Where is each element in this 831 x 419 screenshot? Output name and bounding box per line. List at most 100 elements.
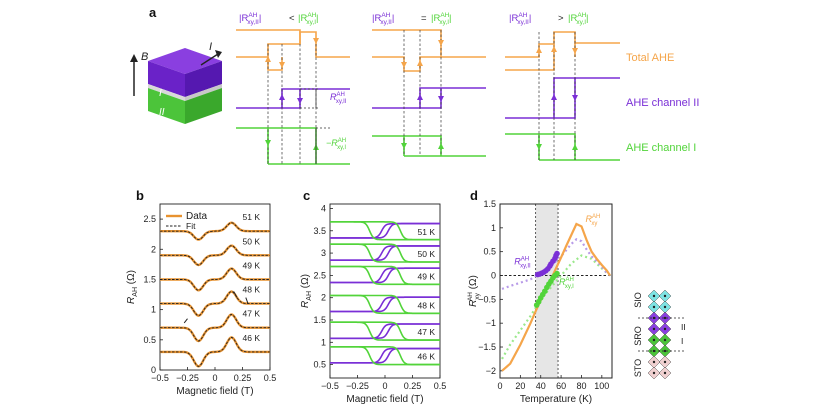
pc-temp-label: 51 K xyxy=(418,227,436,237)
label-total-ahe: Total AHE xyxy=(626,52,674,64)
pc-ch2-down-2 xyxy=(330,267,440,284)
pc-temp-label: 50 K xyxy=(418,249,436,259)
pc-ch1-down-4 xyxy=(330,321,440,341)
pb-arrow1 xyxy=(233,291,238,298)
c3-arr6-icon xyxy=(536,144,542,150)
pd-stack-dot xyxy=(663,305,667,309)
current-label: I xyxy=(209,41,212,53)
c3-arr7-icon xyxy=(572,144,578,150)
pd-stack-dot xyxy=(663,349,667,353)
pc-xtick-label: 0.5 xyxy=(434,381,447,391)
pd-ytick-label: 0.5 xyxy=(483,247,496,257)
pb-legend-fit: Fit xyxy=(186,221,196,231)
pd-ytick-label: 0 xyxy=(491,271,496,281)
panel-c-chart: −0.5 −0.25 0 0.25 0.5 0.5 1 1.5 2 2.5 3 3.5 4 Magneti… xyxy=(300,203,446,405)
spacer-right xyxy=(185,84,222,101)
pb-arrow3 xyxy=(183,318,188,324)
c3-arr4-icon xyxy=(551,94,557,100)
c2-arr1-icon xyxy=(401,62,407,68)
panel-label-d: d xyxy=(470,188,478,203)
pd-stack-dot xyxy=(652,327,656,331)
case3-left: |RAH xy,II| xyxy=(509,12,531,26)
pd-stack-mark-I: I xyxy=(681,336,683,346)
pd-stack-dot xyxy=(652,305,656,309)
annot-rI: −RAH xy,I xyxy=(326,138,346,151)
pb-temp-label: 50 K xyxy=(243,236,261,246)
pc-ylabel: RAH (Ω) xyxy=(300,274,313,308)
pd-label-ch1: RAH xy,I xyxy=(559,277,574,290)
pc-xtick-label: 0 xyxy=(382,381,387,391)
pc-xtick-label: −0.5 xyxy=(321,381,339,391)
pb-fit-0 xyxy=(160,222,270,241)
case1-rel: < xyxy=(289,13,295,24)
pd-ch1-point xyxy=(554,270,560,277)
case1-total-top xyxy=(236,29,301,44)
c1-arr5-icon xyxy=(297,98,303,104)
pc-ch2-down-3 xyxy=(330,296,440,313)
pc-ch2-down-0 xyxy=(330,222,440,239)
panel-b-chart: −0.5 −0.25 0 0.25 0.5 0 0.5 1 1.5 2 2.5 Magnetic fi… xyxy=(126,203,277,397)
case3-purple xyxy=(505,77,620,119)
layer-II-label: II xyxy=(159,107,165,118)
panel-label-a: a xyxy=(149,5,157,20)
pb-temp-label: 51 K xyxy=(243,212,261,222)
case-header-1: |RAH xy,II| < |RAH xy,I| xyxy=(239,12,318,26)
pd-xlabel: Temperature (K) xyxy=(520,394,592,405)
pc-temp-label: 49 K xyxy=(418,271,436,281)
panel-label-c: c xyxy=(303,188,310,203)
hysteresis-schematics xyxy=(236,29,620,165)
green-left xyxy=(148,88,185,124)
pb-xtick-label: −0.5 xyxy=(151,373,169,383)
pd-ch2-point xyxy=(554,250,560,257)
pb-xtick-label: 0 xyxy=(212,373,217,383)
pb-fit-5 xyxy=(160,336,270,367)
pb-xtick-label: 0.5 xyxy=(264,373,277,383)
pd-ytick-label: 1 xyxy=(491,223,496,233)
pb-temp-label: 49 K xyxy=(243,260,261,270)
c2-arr4-icon xyxy=(417,94,423,100)
case-header-2: |RAH xy,II| = |RAH xy,I| xyxy=(372,12,451,26)
case1-total xyxy=(236,31,350,58)
case2-green xyxy=(372,135,486,157)
c1-arr3-icon xyxy=(313,38,319,44)
pc-ytick-label: 2 xyxy=(321,293,326,303)
pc-ytick-label: 3.5 xyxy=(313,226,326,236)
pc-temp-label: 48 K xyxy=(418,300,436,310)
pd-ytick-label: −1 xyxy=(486,318,496,328)
pb-xtick-label: −0.25 xyxy=(176,373,199,383)
case3-rel: > xyxy=(558,13,564,24)
pb-legend-data: Data xyxy=(186,211,208,222)
pc-ytick-label: 0.5 xyxy=(313,360,326,370)
layer-stack-illustration: B I II I xyxy=(130,41,222,124)
current-arrow-head-icon xyxy=(215,50,222,58)
pc-ytick-label: 3 xyxy=(321,248,326,258)
pd-ytick-label: 1.5 xyxy=(483,199,496,209)
annot-rII: RAH xy,II xyxy=(330,92,347,105)
pc-ch2-down-1 xyxy=(330,245,440,261)
c2-arr5-icon xyxy=(438,96,444,102)
c3-arr1-icon xyxy=(536,47,542,53)
case3-total xyxy=(505,31,620,58)
b-arrow-head-icon xyxy=(130,54,138,62)
pd-stack-dot xyxy=(652,360,656,364)
pd-xtick-label: 100 xyxy=(594,381,609,391)
pd-label-total: RAH xy xyxy=(586,214,601,227)
case2-total-top xyxy=(372,29,442,57)
pd-stack-dot xyxy=(663,316,667,320)
c3-arr3-icon xyxy=(572,48,578,54)
case3-green xyxy=(505,133,620,161)
pc-ytick-label: 1 xyxy=(321,337,326,347)
green-right xyxy=(185,88,222,124)
current-arrow xyxy=(200,53,219,66)
pb-arrow2 xyxy=(245,297,249,304)
pc-ch1-down-1 xyxy=(330,243,440,263)
pd-stack-dot xyxy=(663,360,667,364)
case2-rel: = xyxy=(421,13,427,24)
pd-stack-dot xyxy=(663,371,667,375)
pb-temp-label: 46 K xyxy=(243,333,261,343)
pd-ytick-label: −0.5 xyxy=(478,294,496,304)
case1-left: |RAH xy,II| xyxy=(239,12,261,26)
b-field-label: B xyxy=(141,51,148,63)
pc-ch2-down-4 xyxy=(330,323,440,340)
